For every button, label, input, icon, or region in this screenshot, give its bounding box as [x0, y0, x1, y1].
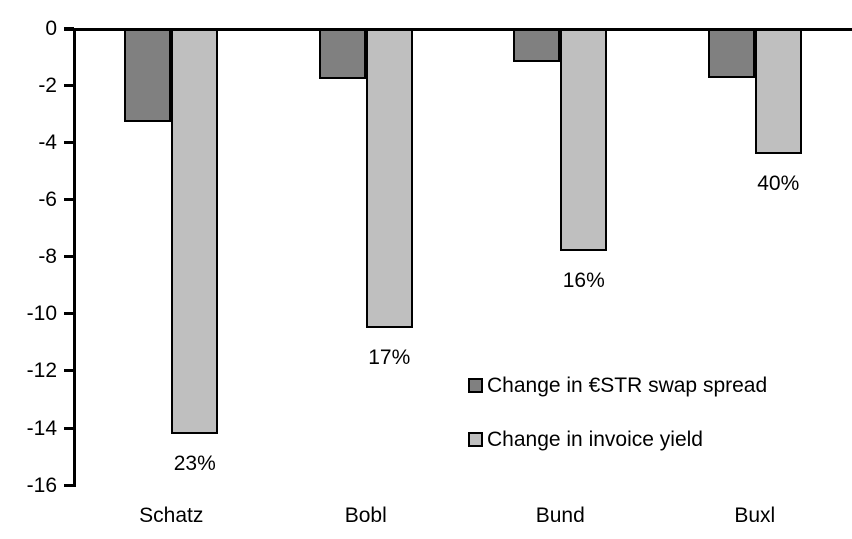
- y-tick-mark: [64, 483, 74, 487]
- legend-label-change-in-invoice-yield: Change in invoice yield: [487, 428, 703, 451]
- y-tick-label: 0: [45, 16, 57, 40]
- bar-value-label-bobl: 17%: [368, 346, 411, 370]
- y-tick-label: -6: [38, 187, 57, 211]
- legend-item-change-in-str-swap-spread: Change in €STR swap spread: [468, 371, 767, 400]
- y-tick-label: -8: [38, 245, 57, 269]
- y-tick-mark: [64, 140, 74, 144]
- y-tick-mark: [64, 197, 74, 201]
- y-tick-mark: [64, 255, 74, 259]
- legend-item-change-in-invoice-yield: Change in invoice yield: [468, 425, 767, 454]
- y-tick-label: -4: [38, 130, 57, 154]
- y-tick-mark: [64, 369, 74, 373]
- y-tick-label: -16: [26, 473, 57, 497]
- bar-schatz-change-in-invoice-yield: [171, 28, 219, 434]
- bar-value-label-bund: 16%: [562, 268, 605, 292]
- x-category-label-bobl: Bobl: [344, 504, 387, 527]
- bar-buxl-change-in-str-swap-spread: [707, 28, 755, 78]
- y-tick-mark: [64, 426, 74, 430]
- x-category-label-bund: Bund: [535, 504, 585, 527]
- y-axis-line: [73, 28, 76, 488]
- zero-baseline: [64, 28, 852, 31]
- legend-label-change-in-str-swap-spread: Change in €STR swap spread: [487, 374, 768, 397]
- bar-bobl-change-in-str-swap-spread: [318, 28, 366, 80]
- bar-bund-change-in-invoice-yield: [560, 28, 608, 251]
- y-tick-label: -2: [38, 73, 57, 97]
- legend: Change in €STR swap spread Change in invo…: [468, 371, 767, 479]
- y-tick-label: -12: [26, 359, 57, 383]
- y-tick-mark: [64, 83, 74, 87]
- bar-value-label-buxl: 40%: [757, 171, 800, 195]
- y-tick-mark: [64, 312, 74, 316]
- bar-value-label-schatz: 23%: [173, 451, 216, 475]
- x-category-label-schatz: Schatz: [139, 504, 204, 527]
- bar-schatz-change-in-str-swap-spread: [124, 28, 172, 123]
- y-tick-label: -14: [26, 416, 57, 440]
- bar-bund-change-in-str-swap-spread: [513, 28, 561, 63]
- legend-swatch-change-in-invoice-yield: [468, 432, 483, 447]
- bar-buxl-change-in-invoice-yield: [754, 28, 802, 154]
- y-tick-label: -10: [26, 302, 57, 326]
- bar-bobl-change-in-invoice-yield: [365, 28, 413, 329]
- legend-swatch-change-in-str-swap-spread: [468, 378, 483, 393]
- x-category-label-buxl: Buxl: [734, 504, 776, 527]
